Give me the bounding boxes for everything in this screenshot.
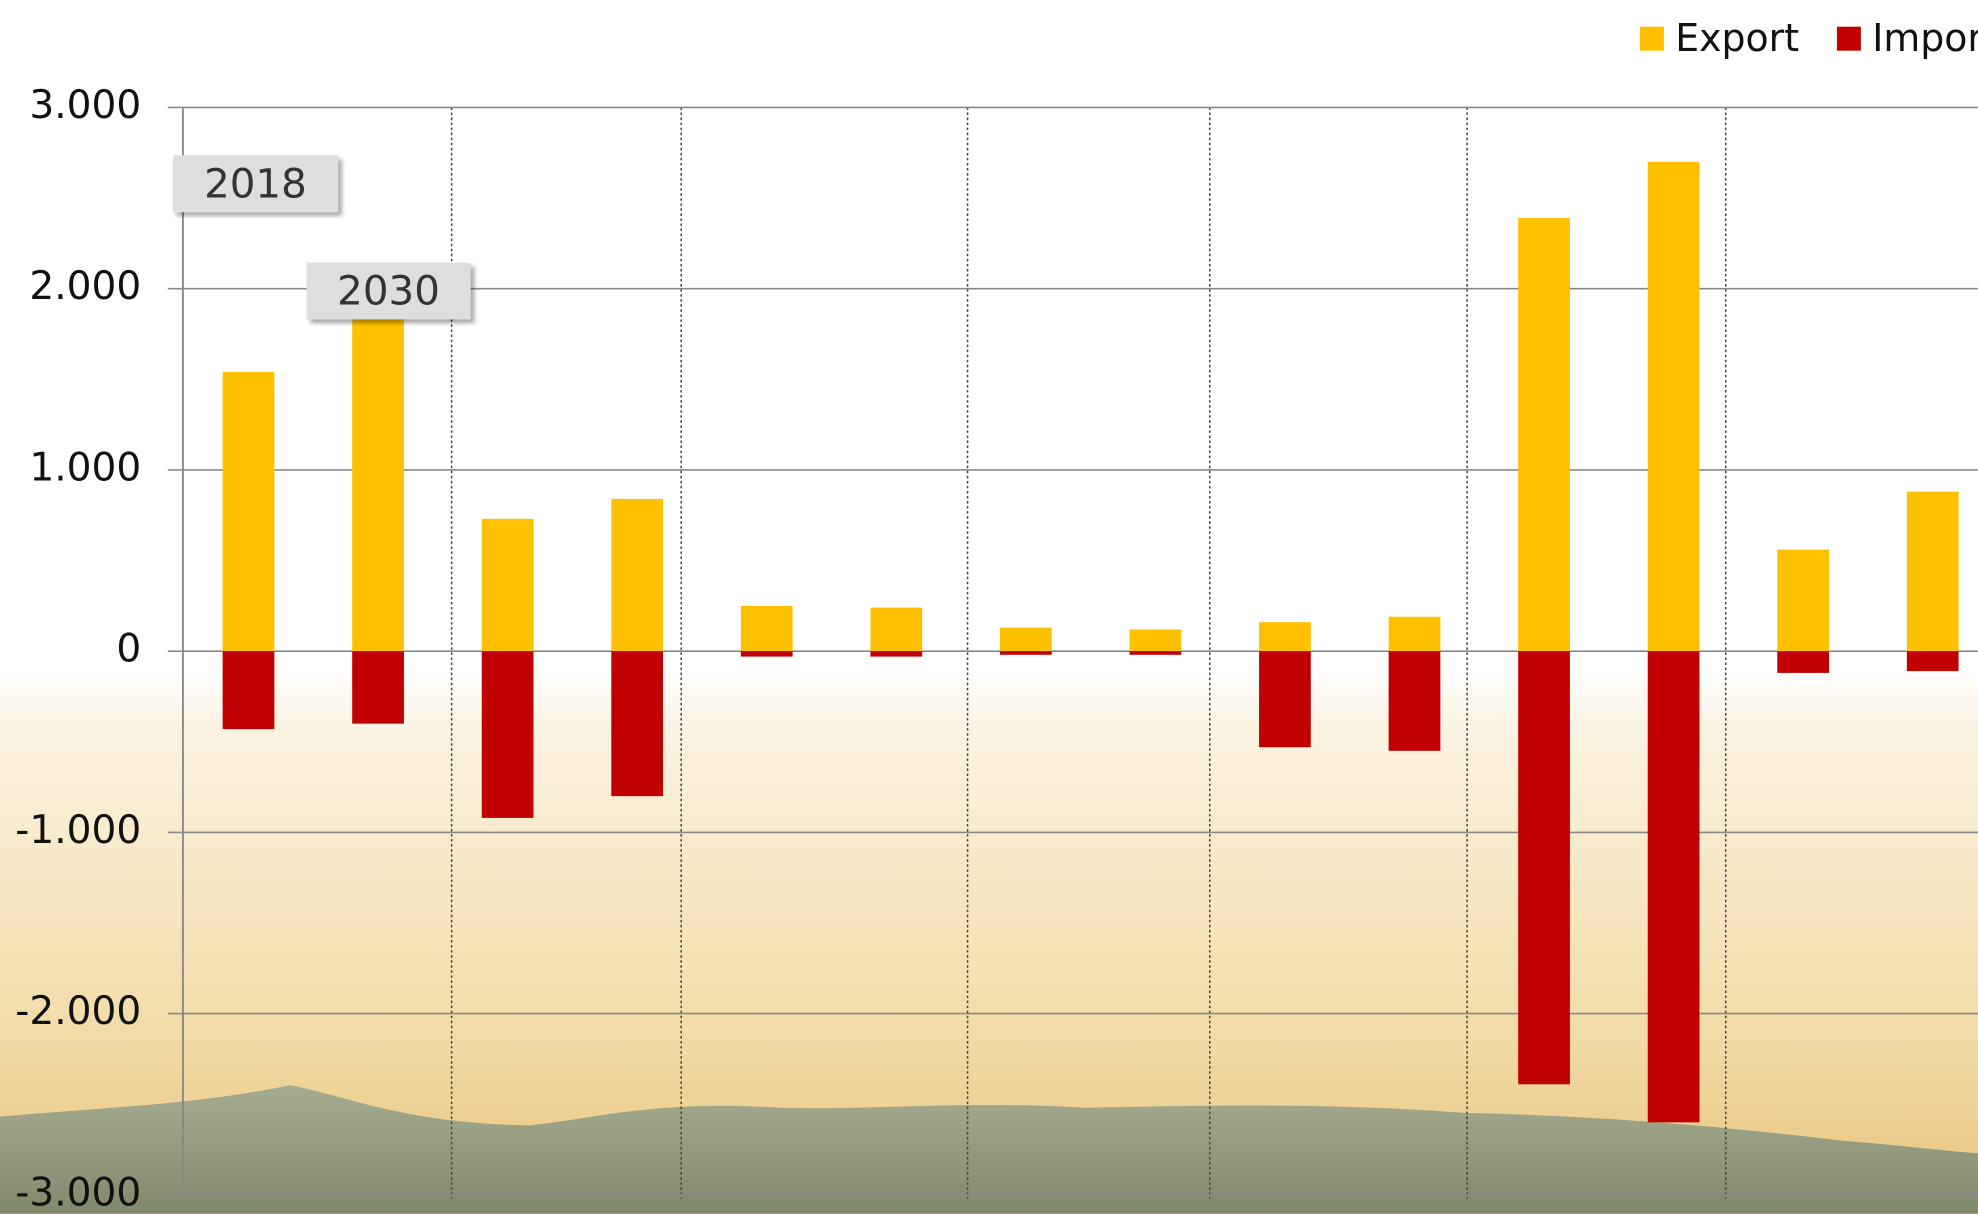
y-tick-label: -3.000 bbox=[15, 1170, 141, 1214]
bar bbox=[1647, 161, 1700, 652]
legend-swatch bbox=[1639, 26, 1664, 51]
bar bbox=[611, 651, 664, 797]
y-tick-label: 0 bbox=[116, 627, 141, 672]
annotation-box bbox=[306, 262, 471, 320]
bar bbox=[740, 651, 793, 657]
bar bbox=[481, 518, 534, 652]
bar bbox=[222, 372, 275, 652]
bar bbox=[1259, 622, 1311, 652]
bar bbox=[1388, 651, 1441, 751]
bar bbox=[999, 651, 1052, 655]
bar bbox=[870, 607, 923, 652]
bar bbox=[1259, 651, 1311, 748]
bar bbox=[1647, 651, 1700, 1123]
bar bbox=[481, 651, 534, 818]
y-tick-label: 1.000 bbox=[29, 445, 141, 490]
bar bbox=[352, 651, 404, 724]
y-tick-label: 2.000 bbox=[29, 264, 141, 309]
legend-swatch bbox=[1836, 26, 1861, 51]
bar bbox=[740, 605, 793, 652]
annotation: 2030 bbox=[337, 268, 440, 315]
bar bbox=[352, 315, 404, 652]
annotation: 2018 bbox=[204, 160, 307, 207]
hills bbox=[0, 1085, 1978, 1214]
legend-label: Export bbox=[1675, 16, 1799, 60]
legend-label: Import bbox=[1872, 16, 1978, 60]
bar bbox=[1777, 549, 1830, 652]
y-tick-label: 3.000 bbox=[29, 83, 141, 128]
y-tick-label: -2.000 bbox=[15, 989, 141, 1034]
bar bbox=[222, 651, 275, 730]
bar bbox=[1906, 651, 1959, 672]
y-tick-label: -1.000 bbox=[15, 808, 141, 853]
bar bbox=[1518, 651, 1570, 1085]
bar bbox=[1518, 218, 1570, 652]
bar bbox=[1777, 651, 1830, 673]
annotation-box bbox=[172, 155, 339, 213]
bar bbox=[611, 498, 664, 652]
bar bbox=[1388, 616, 1441, 652]
bar bbox=[999, 627, 1052, 652]
bar bbox=[1129, 651, 1182, 655]
bar bbox=[870, 651, 923, 657]
bar bbox=[1906, 491, 1959, 652]
bar bbox=[1129, 629, 1182, 652]
